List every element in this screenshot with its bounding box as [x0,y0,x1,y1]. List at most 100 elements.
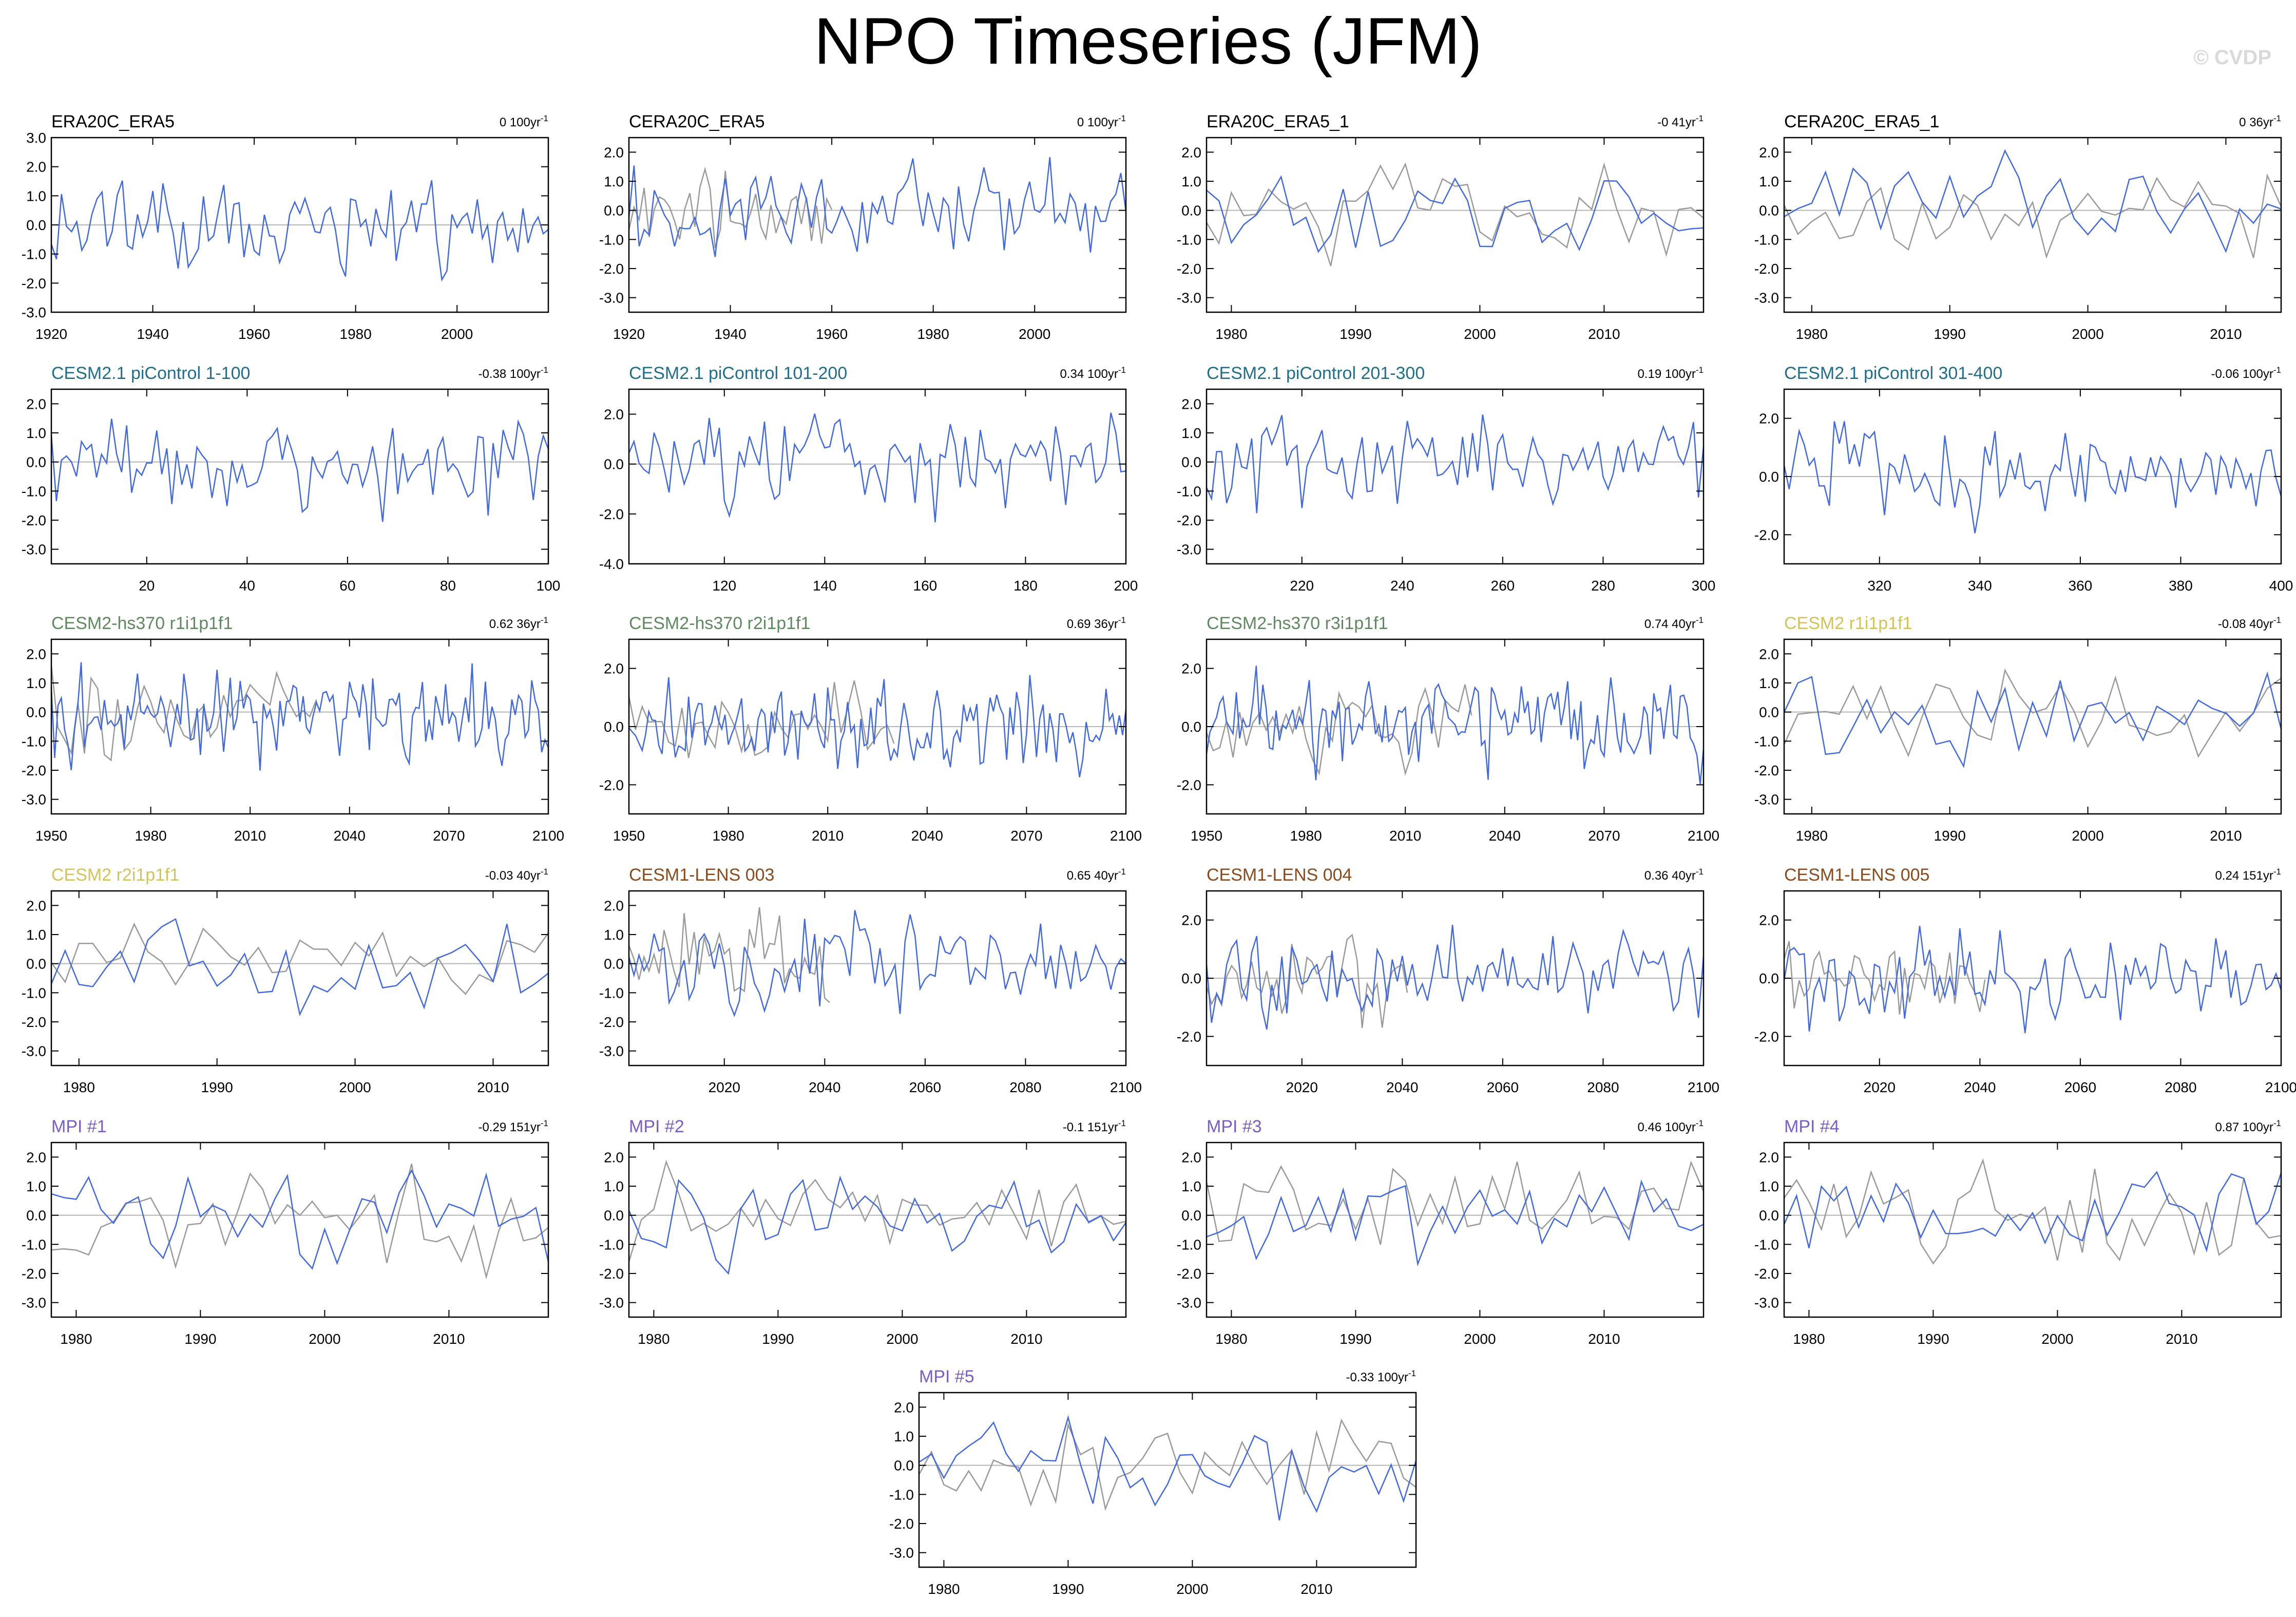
y-tick-label: 0.0 [1759,971,1779,986]
y-tick-label: -3.0 [22,542,46,558]
copyright-watermark: © CVDP [2193,46,2271,69]
y-tick-label: -2.0 [889,1516,914,1532]
model-series-line [1206,414,1705,513]
trend-label: 0 100yr-1 [1077,113,1126,129]
panel-title: MPI #3 [1207,1117,1262,1136]
x-tick-label: 2040 [809,1079,840,1095]
x-tick-label: 2040 [1386,1079,1418,1095]
model-series-line [51,1169,549,1270]
y-tick-label: 0.0 [1181,203,1201,219]
x-tick-label: 1980 [1215,1331,1247,1347]
y-tick-label: 0.0 [1759,469,1779,485]
y-tick-label: 1.0 [1759,675,1779,691]
y-tick-label: -3.0 [22,1043,46,1059]
panel-7: CESM2.1 piControl 201-300 0.19 100yr-1 -3.… [1177,364,1716,594]
obs-series-line [50,922,549,995]
x-tick-label: 1990 [762,1331,794,1347]
x-tick-label: 2100 [1688,1079,1719,1095]
x-tick-label: 360 [2069,578,2093,594]
trend-label: 0.87 100yr-1 [2215,1118,2281,1134]
x-tick-label: 1990 [1052,1581,1084,1597]
y-tick-label: 1.0 [894,1429,914,1444]
panel-14: CESM1-LENS 003 0.65 40yr-1 -3.0 -2.0 -1.0 0.0… [599,865,1142,1095]
panel-13: CESM2 r2i1p1f1 -0.03 40yr-1 -3.0 -2.0 -1.0 0.… [22,865,549,1095]
x-tick-label: 2000 [309,1331,340,1347]
y-tick-label: 1.0 [1181,425,1201,441]
y-tick-label: -3.0 [1177,542,1201,558]
obs-series-line [628,1159,1126,1262]
panel-title: CERA20C_ERA5 [629,112,765,131]
y-tick-label: -2.0 [22,763,46,778]
x-tick-label: 1980 [1215,326,1247,342]
y-tick-label: 2.0 [26,159,46,175]
panel-11: CESM2-hs370 r3i1p1f1 0.74 40yr-1 -2.0 0.0 2.… [1177,614,1719,844]
x-tick-label: 140 [813,578,837,594]
obs-series-line [51,1164,549,1280]
y-tick-label: 1.0 [1181,1178,1201,1194]
x-tick-label: 1950 [35,828,67,844]
y-tick-label: -2.0 [22,512,46,528]
x-tick-label: 2010 [1010,1331,1042,1347]
y-tick-label: -2.0 [22,1014,46,1030]
y-tick-label: 0.0 [1759,1208,1779,1224]
x-tick-label: 2000 [1019,326,1050,342]
y-tick-label: -1.0 [22,483,46,499]
y-tick-label: 0.0 [894,1458,914,1474]
x-tick-label: 180 [1013,578,1038,594]
x-tick-label: 1980 [1793,1331,1825,1347]
model-series-line [50,180,549,282]
y-tick-label: -3.0 [889,1545,914,1561]
plot-frame [1783,638,2282,815]
panel-2: CERA20C_ERA5 0 100yr-1 -3.0 -2.0 -1.0 0.0 1.0 2… [599,112,1127,342]
panel-title: CESM2 r1i1p1f1 [1784,614,1912,633]
panel-title: CESM1-LENS 004 [1207,865,1352,885]
x-tick-label: 2040 [1964,1079,1996,1095]
x-tick-label: 2020 [1286,1079,1318,1095]
x-tick-label: 2060 [909,1079,941,1095]
x-tick-label: 2080 [1587,1079,1619,1095]
model-series-line [628,1175,1127,1275]
x-tick-label: 2040 [911,828,943,844]
x-tick-label: 2070 [433,828,465,844]
obs-series-line [50,665,317,762]
trend-label: 0 100yr-1 [500,113,548,129]
obs-series-line [918,1418,1417,1511]
y-tick-label: 0.0 [26,454,46,470]
y-tick-label: 2.0 [26,898,46,914]
y-tick-label: 3.0 [26,130,46,146]
obs-series-line [628,680,895,758]
x-tick-label: 1980 [1796,828,1828,844]
y-tick-label: -1.0 [599,1236,624,1252]
obs-series-line [1206,684,1472,776]
x-tick-label: 2060 [1487,1079,1519,1095]
trend-label: 0.74 40yr-1 [1644,615,1704,631]
y-tick-label: -3.0 [22,305,46,320]
trend-label: -0.29 151yr-1 [478,1118,548,1134]
y-tick-label: -3.0 [599,290,624,306]
x-tick-label: 1950 [1191,828,1222,844]
panel-17: MPI #1 -0.29 151yr-1 -3.0 -2.0 -1.0 0.0 1.0 2.0… [22,1117,549,1347]
y-tick-label: 2.0 [1759,912,1779,928]
y-tick-label: 0.0 [604,719,624,735]
panel-9: CESM2-hs370 r1i1p1f1 0.62 36yr-1 -3.0 -2.0 -… [22,614,564,844]
plot-frame [1206,137,1705,313]
x-tick-label: 260 [1491,578,1515,594]
y-tick-label: -2.0 [599,506,624,522]
y-tick-label: -2.0 [1754,1266,1779,1282]
trend-label: -0.38 100yr-1 [478,365,548,381]
x-tick-label: 1990 [1934,326,1966,342]
trend-label: 0.69 36yr-1 [1067,615,1126,631]
model-series-line [1783,925,2282,1033]
y-tick-label: 0.0 [604,1208,624,1224]
y-tick-label: -3.0 [599,1043,624,1059]
x-tick-label: 1980 [1796,326,1828,342]
model-series-line [628,412,1126,523]
model-series-line [1206,1179,1704,1267]
model-series-line [1206,175,1704,253]
y-tick-label: 2.0 [604,661,624,677]
x-tick-label: 2000 [2072,326,2103,342]
x-tick-label: 20 [139,578,155,594]
y-tick-label: -3.0 [1177,1295,1201,1311]
x-tick-label: 2010 [1588,326,1620,342]
panel-4: CERA20C_ERA5_1 0 36yr-1 -3.0 -2.0 -1.0 0.0 1.0… [1754,112,2282,342]
